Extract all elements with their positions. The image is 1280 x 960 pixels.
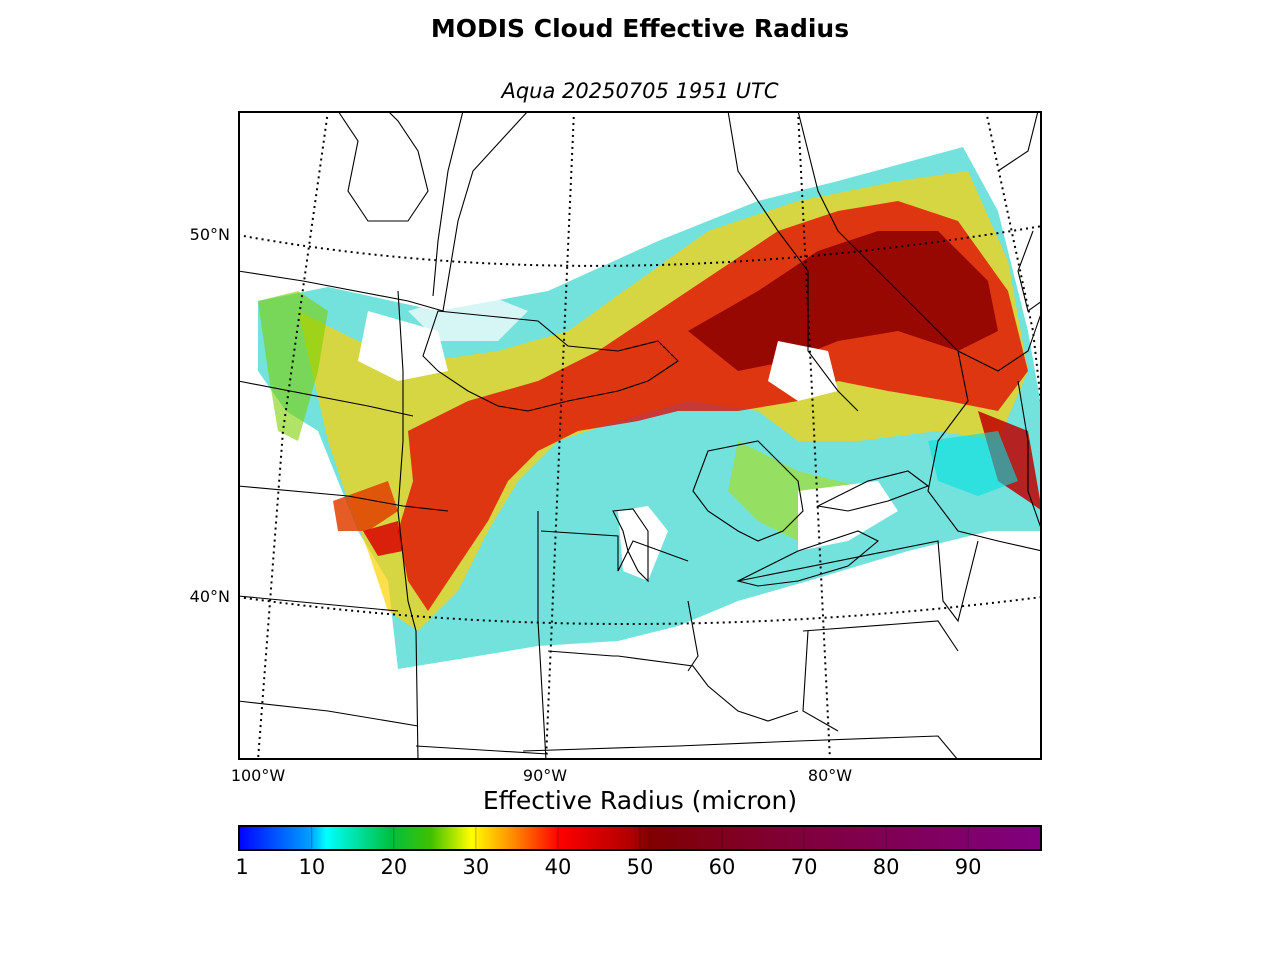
colorbar-tick-label: 70 <box>790 855 818 879</box>
colorbar-title: Effective Radius (micron) <box>482 786 798 815</box>
lon-label-80w: 80°W <box>807 766 853 785</box>
cloud-swath <box>258 147 1042 669</box>
colorbar-tick-label: 1 <box>235 855 249 879</box>
lon-label-90w: 90°W <box>522 766 568 785</box>
colorbar-tick-label: 30 <box>462 855 490 879</box>
lon-label-100w: 100°W <box>230 766 286 785</box>
colorbar-tick-label: 60 <box>708 855 736 879</box>
chart-title: MODIS Cloud Effective Radius <box>430 14 850 43</box>
map-panel <box>238 111 1042 760</box>
lat-label-50n: 50°N <box>189 225 230 244</box>
chart-subtitle: Aqua 20250705 1951 UTC <box>501 79 779 103</box>
colorbar <box>238 825 1042 851</box>
colorbar-tick-label: 40 <box>544 855 572 879</box>
great-lakes <box>337 111 930 587</box>
colorbar-tick-label: 10 <box>298 855 326 879</box>
graticule <box>238 111 1042 760</box>
colorbar-tick-label: 90 <box>954 855 982 879</box>
map-frame <box>238 111 1042 760</box>
colorbar-tick-label: 50 <box>626 855 654 879</box>
clear-areas <box>358 291 898 581</box>
political-boundaries <box>238 111 1042 760</box>
colorbar-tick-label: 80 <box>872 855 900 879</box>
colorbar-tick-label: 20 <box>380 855 408 879</box>
lat-label-40n: 40°N <box>189 587 230 606</box>
